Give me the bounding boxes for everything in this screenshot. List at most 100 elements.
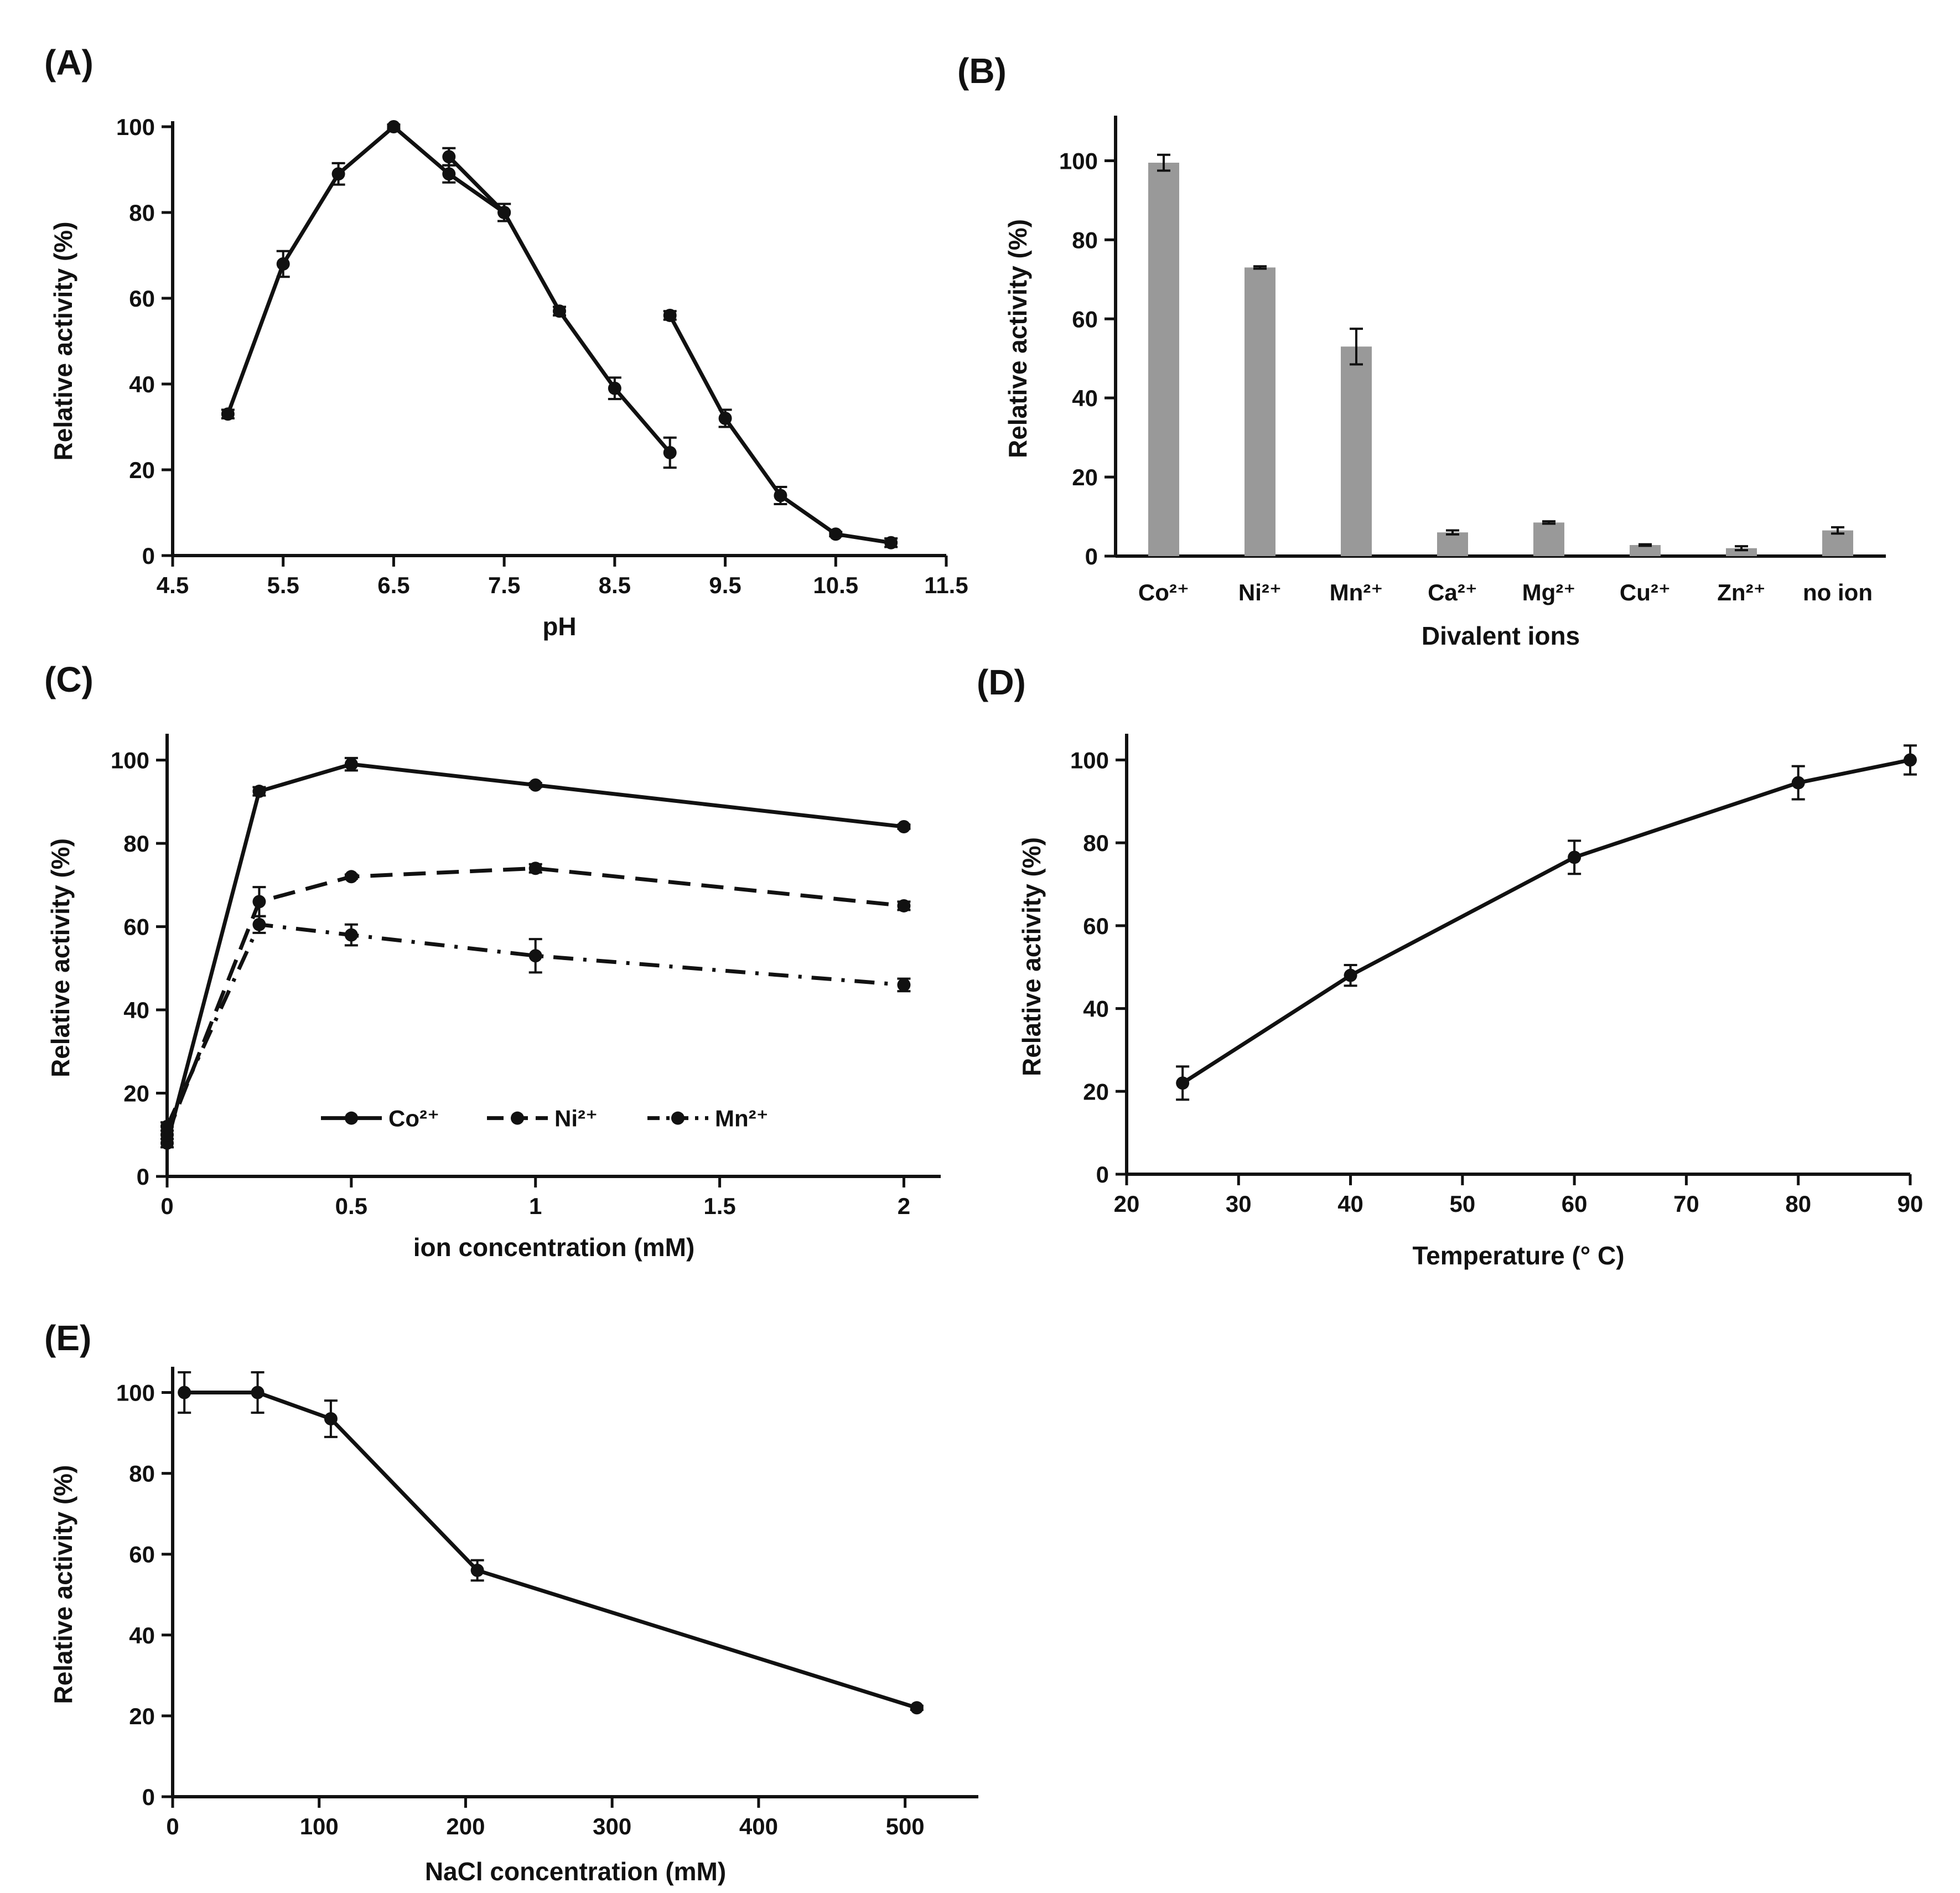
panel-E-x-axis-title: NaCl concentration (mM) xyxy=(425,1857,726,1886)
panel-C-legend-label-1: Co²⁺ xyxy=(388,1106,439,1132)
panel-A-series-2-point xyxy=(442,150,456,164)
panel-A-x-axis-title: pH xyxy=(542,612,576,641)
panel-E-series-1-point xyxy=(910,1701,924,1715)
panel-A-series-1-point xyxy=(553,304,566,318)
panel-C-legend-marker-1 xyxy=(345,1111,358,1125)
panel-B-bar xyxy=(1726,548,1757,556)
panel-A-label: (A) xyxy=(44,43,94,82)
panel-B-category-label: no ion xyxy=(1803,579,1873,605)
panel-B-y-axis-title: Relative activity (%) xyxy=(1003,219,1032,458)
panel-D-x-tick-label: 80 xyxy=(1785,1191,1811,1217)
panel-C-x-tick-label: 1 xyxy=(529,1193,542,1219)
panel-A-x-tick-label: 11.5 xyxy=(924,572,968,598)
panel-E-x-tick-label: 100 xyxy=(300,1813,339,1839)
panel-E-series-1-point xyxy=(324,1412,338,1426)
panel-C-series-2-point xyxy=(252,895,266,909)
panel-D-series-1-point xyxy=(1791,776,1805,790)
panel-B-category-label: Cu²⁺ xyxy=(1620,579,1671,605)
panel-B-category-label: Ni²⁺ xyxy=(1238,579,1282,605)
panel-C-legend-marker-3 xyxy=(671,1111,685,1125)
panel-D-x-tick-label: 30 xyxy=(1226,1191,1252,1217)
panel-A-x-tick-label: 9.5 xyxy=(709,572,741,598)
panel-C-series-3-point xyxy=(528,949,542,963)
panel-B-x-axis-title: Divalent ions xyxy=(1422,621,1580,650)
panel-A-series-3-point xyxy=(829,527,843,541)
panel-B-category-label: Mg²⁺ xyxy=(1522,579,1576,605)
panel-C-series-3-point xyxy=(252,917,266,931)
panel-D-y-tick-label: 60 xyxy=(1083,913,1109,939)
panel-B-y-tick-label: 60 xyxy=(1072,306,1098,332)
panel-B-category-label: Co²⁺ xyxy=(1138,579,1189,605)
panel-D-y-tick-label: 80 xyxy=(1083,830,1109,856)
panel-A-series-1-point xyxy=(221,407,235,421)
panel-C-series-3-point xyxy=(160,1119,174,1133)
panel-C-x-tick-label: 1.5 xyxy=(703,1193,735,1219)
panel-B-bar xyxy=(1533,522,1564,556)
panel-A-series-1-point xyxy=(442,167,456,181)
panel-A-series-1-point xyxy=(387,120,401,133)
panel-E-x-tick-label: 200 xyxy=(446,1813,485,1839)
panel-A-y-tick-label: 0 xyxy=(142,543,155,569)
panel-B-bar xyxy=(1148,163,1179,556)
panel-B-y-tick-label: 80 xyxy=(1072,227,1098,253)
panel-D-series-1-point xyxy=(1568,850,1582,864)
panel-C-series-3-point xyxy=(344,928,358,942)
panel-A-series-3-point xyxy=(663,309,677,322)
panel-B-y-tick-label: 100 xyxy=(1059,148,1098,174)
panel-C-series-3-point xyxy=(897,978,911,992)
panel-D-label: (D) xyxy=(977,662,1026,702)
panel-E-y-tick-label: 60 xyxy=(129,1542,155,1568)
panel-D-y-tick-label: 20 xyxy=(1083,1078,1109,1104)
panel-A-y-tick-label: 80 xyxy=(129,200,155,226)
panel-E-x-tick-label: 0 xyxy=(166,1813,179,1839)
panel-E-series-1-point xyxy=(178,1386,191,1399)
panel-E-y-tick-label: 0 xyxy=(142,1784,155,1810)
panel-C-series-1-point xyxy=(252,785,266,798)
panel-C-y-tick-label: 60 xyxy=(123,914,149,940)
panel-C-series-1-point xyxy=(528,778,542,792)
panel-C-legend-label-2: Ni²⁺ xyxy=(554,1106,598,1132)
panel-C-legend-marker-2 xyxy=(511,1111,524,1125)
panel-E-x-tick-label: 400 xyxy=(739,1813,778,1839)
panel-B-category-label: Mn²⁺ xyxy=(1330,579,1383,605)
panel-D-x-tick-label: 70 xyxy=(1673,1191,1699,1217)
panel-A-y-axis-title: Relative activity (%) xyxy=(49,221,77,460)
panel-E-label: (E) xyxy=(44,1318,91,1358)
panel-C-y-tick-label: 100 xyxy=(111,748,149,774)
panel-A-series-1-point xyxy=(663,446,677,459)
panel-C-y-tick-label: 40 xyxy=(123,997,149,1023)
panel-D-y-tick-label: 40 xyxy=(1083,996,1109,1022)
panel-B-bar xyxy=(1341,346,1372,556)
panel-E-y-tick-label: 40 xyxy=(129,1622,155,1648)
panel-D-series-1-point xyxy=(1344,968,1357,982)
panel-B-bar xyxy=(1822,530,1853,556)
panel-B-label: (B) xyxy=(957,51,1007,91)
panel-A-x-tick-label: 6.5 xyxy=(377,572,409,598)
panel-D-x-tick-label: 90 xyxy=(1897,1191,1923,1217)
panel-A-series-3-point xyxy=(884,536,898,549)
panel-C-series-2-point xyxy=(897,899,911,912)
panel-C-legend-label-3: Mn²⁺ xyxy=(715,1106,769,1132)
panel-D-series-1-point xyxy=(1904,753,1917,767)
panel-C-y-axis-title: Relative activity (%) xyxy=(46,838,75,1077)
panel-C-x-axis-title: ion concentration (mM) xyxy=(413,1233,695,1262)
panel-C-x-tick-label: 0.5 xyxy=(335,1193,367,1219)
panel-B-bar xyxy=(1630,544,1661,556)
panel-B-bar xyxy=(1437,532,1468,556)
panel-D-y-tick-label: 0 xyxy=(1096,1161,1109,1187)
panel-A-series-3-point xyxy=(774,489,787,502)
panel-A-y-tick-label: 100 xyxy=(116,114,155,140)
panel-A-x-tick-label: 7.5 xyxy=(488,572,520,598)
panel-D-x-axis-title: Temperature (° C) xyxy=(1412,1241,1624,1270)
panel-A-series-2-point xyxy=(497,206,511,219)
panel-C-series-1-point xyxy=(897,820,911,833)
panel-A-x-tick-label: 5.5 xyxy=(267,572,299,598)
panel-C-x-tick-label: 0 xyxy=(160,1193,173,1219)
panel-C-y-tick-label: 20 xyxy=(123,1081,149,1107)
panel-C-y-tick-label: 0 xyxy=(137,1164,149,1190)
panel-A-y-tick-label: 40 xyxy=(129,371,155,397)
panel-A-series-1-point xyxy=(331,167,345,181)
panel-E-y-tick-label: 20 xyxy=(129,1703,155,1729)
panel-A-series-2-line xyxy=(447,155,506,214)
